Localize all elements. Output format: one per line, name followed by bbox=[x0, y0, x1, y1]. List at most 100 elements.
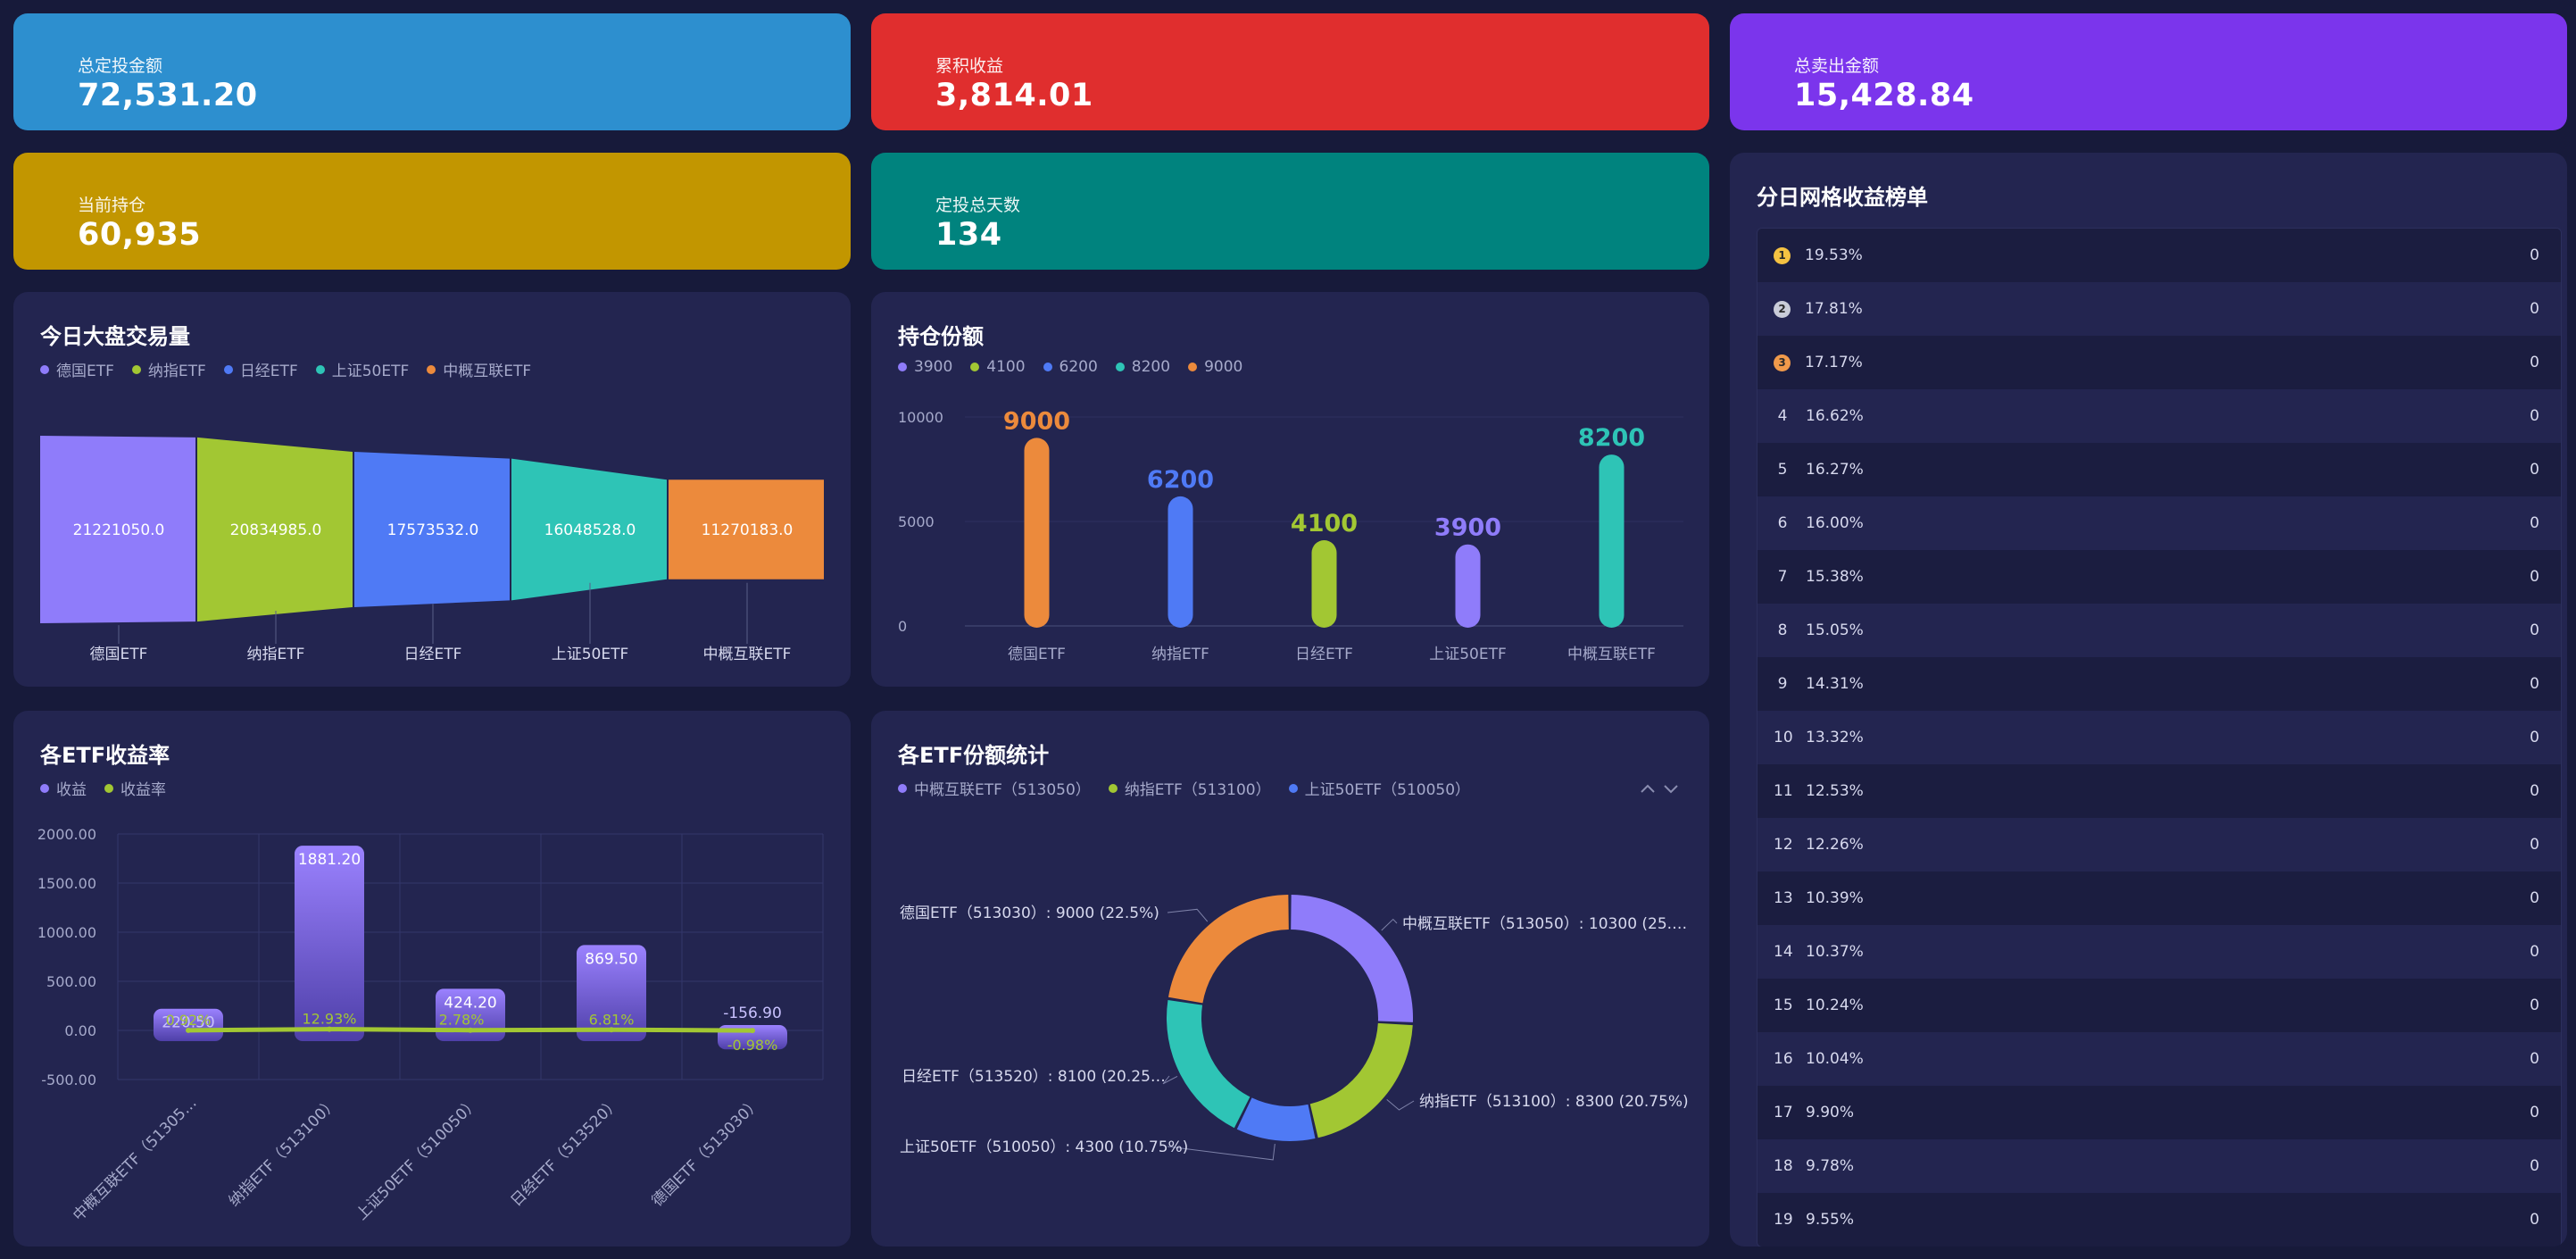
return-bar-label: 424.20 bbox=[444, 994, 496, 1012]
medal-icon: 1 bbox=[1774, 246, 1791, 264]
funnel-value-label: 11270183.0 bbox=[702, 521, 794, 539]
ranking-row[interactable]: 18 9.78% 0 bbox=[1757, 1139, 2561, 1193]
chevron-down-icon[interactable] bbox=[1664, 785, 1678, 794]
ranking-row[interactable]: 9 14.31% 0 bbox=[1757, 657, 2561, 711]
bar bbox=[1024, 438, 1050, 628]
chart-title: 各ETF份额统计 bbox=[898, 743, 1050, 768]
legend-dot bbox=[40, 783, 49, 793]
legend-item[interactable]: 4100 bbox=[970, 358, 1026, 376]
rank-number: 10 bbox=[1774, 729, 1793, 746]
ranking-row[interactable]: 13 10.39% 0 bbox=[1757, 871, 2561, 925]
legend-item[interactable]: 收益 bbox=[40, 777, 87, 799]
y-tick-label: 0 bbox=[898, 618, 907, 635]
stat-card-total-invest: 总定投金额 72,531.20 bbox=[13, 13, 851, 130]
legend-label: 中概互联ETF（513050） bbox=[914, 781, 1091, 799]
pie-label-line bbox=[1167, 1143, 1276, 1161]
stat-card-invest-days: 定投总天数 134 bbox=[871, 153, 1709, 270]
legend-dot bbox=[1043, 363, 1052, 371]
ranking-row[interactable]: 5 16.27% 0 bbox=[1757, 443, 2561, 496]
legend-label: 收益率 bbox=[120, 781, 166, 799]
ranking-row[interactable]: 8 15.05% 0 bbox=[1757, 604, 2561, 657]
y-tick-label: 5000 bbox=[898, 513, 935, 530]
ranking-row[interactable]: 11 12.53% 0 bbox=[1757, 764, 2561, 818]
legend-dot bbox=[1288, 783, 1298, 793]
rank-percent: 10.04% bbox=[1806, 1050, 1864, 1068]
legend-item[interactable]: 3900 bbox=[898, 358, 952, 376]
legend-label: 日经ETF bbox=[239, 363, 298, 380]
stat-label: 定投总天数 bbox=[935, 196, 1021, 215]
legend-label: 纳指ETF（513100） bbox=[1124, 781, 1271, 799]
ranking-row[interactable]: 1 19.53% 0 bbox=[1757, 229, 2561, 282]
legend-item[interactable]: 上证50ETF（510050） bbox=[1288, 777, 1470, 799]
pie-slice bbox=[1309, 1022, 1413, 1138]
ranking-row[interactable]: 6 16.00% 0 bbox=[1757, 496, 2561, 550]
return-bar bbox=[154, 1008, 223, 1041]
legend-item[interactable]: 6200 bbox=[1043, 358, 1098, 376]
ranking-row[interactable]: 3 17.17% 0 bbox=[1757, 336, 2561, 389]
return-bar-label: 869.50 bbox=[585, 950, 637, 968]
return-rate-label: 2.78% bbox=[439, 1012, 485, 1029]
rank-number: 9 bbox=[1777, 675, 1788, 693]
legend-item[interactable]: 收益率 bbox=[104, 777, 166, 799]
ranking-row[interactable]: 14 10.37% 0 bbox=[1757, 925, 2561, 979]
legend-item[interactable]: 德国ETF bbox=[40, 358, 114, 380]
ranking-row[interactable]: 19 9.55% 0 bbox=[1757, 1193, 2561, 1246]
bar-value-label: 4100 bbox=[1291, 510, 1358, 538]
ranking-row[interactable]: 16 10.04% 0 bbox=[1757, 1032, 2561, 1086]
funnel-category-label: 德国ETF bbox=[90, 646, 148, 663]
ranking-row[interactable]: 2 17.81% 0 bbox=[1757, 282, 2561, 336]
ranking-row[interactable]: 15 10.24% 0 bbox=[1757, 979, 2561, 1032]
legend-item[interactable]: 8200 bbox=[1115, 358, 1170, 376]
ranking-row[interactable]: 17 9.90% 0 bbox=[1757, 1086, 2561, 1139]
x-tick-label: 中概互联ETF bbox=[1567, 646, 1656, 663]
funnel-segment bbox=[354, 452, 510, 607]
bar-value-label: 6200 bbox=[1147, 466, 1214, 494]
return-rate-point bbox=[609, 1027, 614, 1033]
legend-item[interactable]: 纳指ETF（513100） bbox=[1108, 777, 1271, 799]
chevron-up-icon[interactable] bbox=[1641, 784, 1655, 793]
rank-number: 4 bbox=[1777, 407, 1788, 425]
chart-legend: 收益 收益率 bbox=[40, 777, 166, 799]
ranking-row[interactable]: 4 16.62% 0 bbox=[1757, 389, 2561, 443]
legend-label: 收益 bbox=[56, 781, 87, 799]
funnel-segment bbox=[669, 479, 824, 579]
bar bbox=[1599, 454, 1625, 628]
ranking-row[interactable]: 7 15.38% 0 bbox=[1757, 550, 2561, 604]
ranking-title: 分日网格收益榜单 bbox=[1757, 185, 1928, 210]
ranking-row[interactable]: 10 13.32% 0 bbox=[1757, 711, 2561, 764]
medal-icon: 3 bbox=[1774, 354, 1791, 371]
legend-item[interactable]: 日经ETF bbox=[223, 358, 298, 380]
legend-item[interactable]: 中概互联ETF bbox=[427, 358, 531, 380]
pie-slice bbox=[1168, 895, 1289, 1004]
pie-label-line bbox=[1381, 918, 1398, 931]
funnel-segment bbox=[511, 458, 667, 601]
rank-percent: 9.78% bbox=[1806, 1157, 1855, 1175]
legend-label: 纳指ETF bbox=[147, 363, 206, 380]
rank-percent: 16.62% bbox=[1806, 407, 1864, 425]
rank-percent: 9.90% bbox=[1806, 1104, 1855, 1121]
funnel-value-label: 21221050.0 bbox=[73, 521, 165, 539]
rank-number: 8 bbox=[1777, 621, 1788, 639]
rank-number: 5 bbox=[1777, 461, 1788, 479]
rank-count: 0 bbox=[2530, 889, 2539, 907]
x-tick-label: 纳指ETF（513100） bbox=[226, 1094, 342, 1210]
rank-count: 0 bbox=[2530, 354, 2539, 371]
legend-item[interactable]: 纳指ETF bbox=[131, 358, 206, 380]
ranking-list[interactable]: 1 19.53% 0 2 17.81% 0 3 17.17% 0 4 16.62% 0 5 16.27% 0… bbox=[1757, 228, 2562, 1246]
rank-percent: 15.38% bbox=[1806, 568, 1864, 586]
holding-bar-panel: 持仓份额 3900 4100 6200 8200 9000 10000 5000 0… bbox=[871, 292, 1709, 687]
rank-number: 13 bbox=[1774, 889, 1793, 907]
x-tick-label: 上证50ETF bbox=[1429, 646, 1507, 663]
rank-count: 0 bbox=[2530, 1211, 2539, 1229]
legend-item[interactable]: 中概互联ETF（513050） bbox=[898, 777, 1091, 799]
return-bar-label: 1881.20 bbox=[298, 851, 361, 869]
legend-item[interactable]: 上证50ETF bbox=[315, 358, 409, 380]
funnel-category-label: 上证50ETF bbox=[552, 646, 629, 663]
return-chart: 2000.00 1500.00 1000.00 500.00 0.00 -500.00 22… bbox=[37, 826, 824, 1225]
stat-card-total-sold: 总卖出金额 15,428.84 bbox=[1730, 13, 2567, 130]
rank-count: 0 bbox=[2530, 568, 2539, 586]
rank-percent: 12.53% bbox=[1806, 782, 1864, 800]
legend-item[interactable]: 9000 bbox=[1188, 358, 1242, 376]
stat-value: 15,428.84 bbox=[1794, 78, 1974, 113]
ranking-row[interactable]: 12 12.26% 0 bbox=[1757, 818, 2561, 871]
